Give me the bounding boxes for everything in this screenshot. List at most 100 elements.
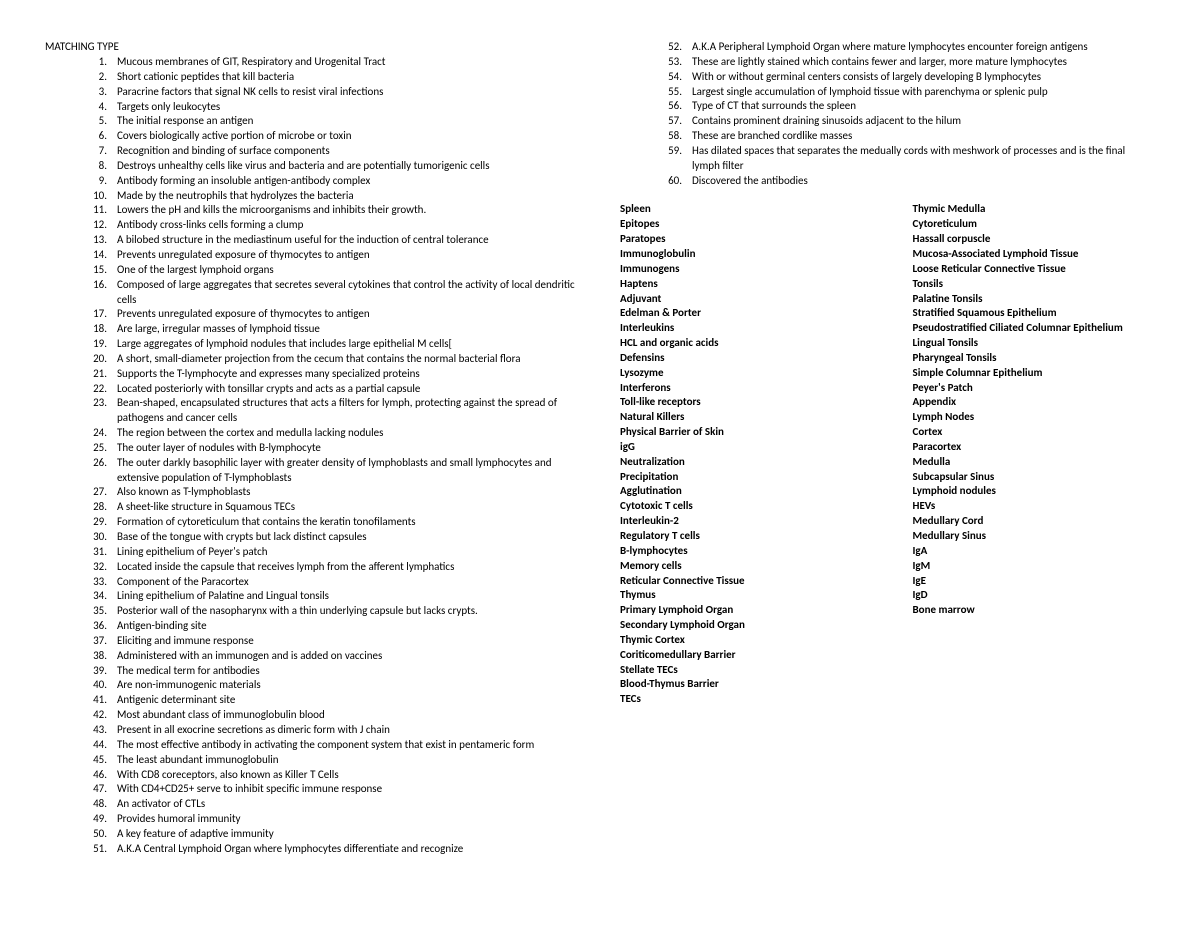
question-text: With CD4+CD25+ serve to inhibit specific…: [117, 782, 580, 797]
question-text: Base of the tongue with crypts but lack …: [117, 530, 580, 545]
answer-term: Immunogens: [620, 262, 863, 277]
answer-term: Cortex: [913, 425, 1156, 440]
answer-term: Cytotoxic T cells: [620, 499, 863, 514]
answer-term: Adjuvant: [620, 292, 863, 307]
question-number: 36.: [81, 619, 117, 634]
question-text: Paracrine factors that signal NK cells t…: [117, 85, 580, 100]
answer-term: Lymph Nodes: [913, 410, 1156, 425]
question-text: The most effective antibody in activatin…: [117, 738, 580, 753]
answer-term: Subcapsular Sinus: [913, 470, 1156, 485]
answer-term: Toll-like receptors: [620, 395, 863, 410]
question-text: Are large, irregular masses of lymphoid …: [117, 322, 580, 337]
question-text: A bilobed structure in the mediastinum u…: [117, 233, 580, 248]
question-text: Administered with an immunogen and is ad…: [117, 649, 580, 664]
question-item: 12.Antibody cross-links cells forming a …: [81, 218, 580, 233]
question-number: 42.: [81, 708, 117, 723]
question-number: 6.: [81, 129, 117, 144]
question-number: 26.: [81, 456, 117, 471]
question-item: 51.A.K.A Central Lymphoid Organ where ly…: [81, 842, 580, 857]
question-item: 37.Eliciting and immune response: [81, 634, 580, 649]
question-number: 12.: [81, 218, 117, 233]
question-text: An activator of CTLs: [117, 797, 580, 812]
question-item: 48.An activator of CTLs: [81, 797, 580, 812]
question-number: 40.: [81, 678, 117, 693]
question-item: 60.Discovered the antibodies: [656, 174, 1155, 189]
question-text: Formation of cytoreticulum that contains…: [117, 515, 580, 530]
question-item: 9.Antibody forming an insoluble antigen-…: [81, 174, 580, 189]
question-text: The least abundant immunoglobulin: [117, 753, 580, 768]
question-number: 31.: [81, 545, 117, 560]
question-text: A.K.A Central Lymphoid Organ where lymph…: [117, 842, 580, 857]
question-text: Short cationic peptides that kill bacter…: [117, 70, 580, 85]
question-number: 19.: [81, 337, 117, 352]
answer-term: Haptens: [620, 277, 863, 292]
answer-term: Paracortex: [913, 440, 1156, 455]
question-item: 20.A short, small-diameter projection fr…: [81, 352, 580, 367]
question-number: 50.: [81, 827, 117, 842]
question-number: 49.: [81, 812, 117, 827]
question-text: These are branched cordlike masses: [692, 129, 1155, 144]
question-number: 16.: [81, 278, 117, 293]
question-item: 4.Targets only leukocytes: [81, 100, 580, 115]
question-item: 44.The most effective antibody in activa…: [81, 738, 580, 753]
question-text: A.K.A Peripheral Lymphoid Organ where ma…: [692, 40, 1155, 55]
question-item: 49.Provides humoral immunity: [81, 812, 580, 827]
question-number: 23.: [81, 396, 117, 411]
question-number: 56.: [656, 99, 692, 114]
answer-term: Blood-Thymus Barrier: [620, 677, 863, 692]
left-column: MATCHING TYPE 1.Mucous membranes of GIT,…: [45, 40, 580, 857]
question-text: Made by the neutrophils that hydrolyzes …: [117, 189, 580, 204]
question-item: 35.Posterior wall of the nasopharynx wit…: [81, 604, 580, 619]
question-item: 34.Lining epithelium of Palatine and Lin…: [81, 589, 580, 604]
question-number: 2.: [81, 70, 117, 85]
answer-term: Paratopes: [620, 232, 863, 247]
question-item: 25.The outer layer of nodules with B-lym…: [81, 441, 580, 456]
question-number: 38.: [81, 649, 117, 664]
answer-term: Medullary Sinus: [913, 529, 1156, 544]
question-number: 27.: [81, 485, 117, 500]
question-number: 39.: [81, 664, 117, 679]
question-item: 47.With CD4+CD25+ serve to inhibit speci…: [81, 782, 580, 797]
question-number: 18.: [81, 322, 117, 337]
answer-term: Mucosa-Associated Lymphoid Tissue: [913, 247, 1156, 262]
answer-term: Medullary Cord: [913, 514, 1156, 529]
answer-term: igG: [620, 440, 863, 455]
question-item: 15.One of the largest lymphoid organs: [81, 263, 580, 278]
question-text: The initial response an antigen: [117, 114, 580, 129]
question-number: 17.: [81, 307, 117, 322]
question-number: 15.: [81, 263, 117, 278]
question-number: 30.: [81, 530, 117, 545]
question-number: 44.: [81, 738, 117, 753]
question-number: 55.: [656, 85, 692, 100]
answer-term: Pseudostratified Ciliated Columnar Epith…: [913, 321, 1156, 336]
question-text: Present in all exocrine secretions as di…: [117, 723, 580, 738]
question-number: 46.: [81, 768, 117, 783]
question-item: 31.Lining epithelium of Peyer's patch: [81, 545, 580, 560]
question-text: The medical term for antibodies: [117, 664, 580, 679]
question-number: 3.: [81, 85, 117, 100]
answer-term: Immunoglobulin: [620, 247, 863, 262]
questions-right-list: 52.A.K.A Peripheral Lymphoid Organ where…: [620, 40, 1155, 188]
question-text: Large aggregates of lymphoid nodules tha…: [117, 337, 580, 352]
question-item: 43.Present in all exocrine secretions as…: [81, 723, 580, 738]
question-text: Contains prominent draining sinusoids ad…: [692, 114, 1155, 129]
answer-term: IgD: [913, 588, 1156, 603]
question-text: Antibody cross-links cells forming a clu…: [117, 218, 580, 233]
question-number: 37.: [81, 634, 117, 649]
answer-term: IgM: [913, 559, 1156, 574]
question-text: Antigenic determinant site: [117, 693, 580, 708]
question-item: 26.The outer darkly basophilic layer wit…: [81, 456, 580, 486]
answer-term: Defensins: [620, 351, 863, 366]
question-item: 16.Composed of large aggregates that sec…: [81, 278, 580, 308]
question-item: 18.Are large, irregular masses of lympho…: [81, 322, 580, 337]
question-item: 58.These are branched cordlike masses: [656, 129, 1155, 144]
question-item: 32.Located inside the capsule that recei…: [81, 560, 580, 575]
answer-term: Loose Reticular Connective Tissue: [913, 262, 1156, 277]
answer-term: Bone marrow: [913, 603, 1156, 618]
answer-term: Physical Barrier of Skin: [620, 425, 863, 440]
question-text: Lining epithelium of Palatine and Lingua…: [117, 589, 580, 604]
question-text: Discovered the antibodies: [692, 174, 1155, 189]
question-number: 43.: [81, 723, 117, 738]
question-number: 9.: [81, 174, 117, 189]
question-number: 24.: [81, 426, 117, 441]
